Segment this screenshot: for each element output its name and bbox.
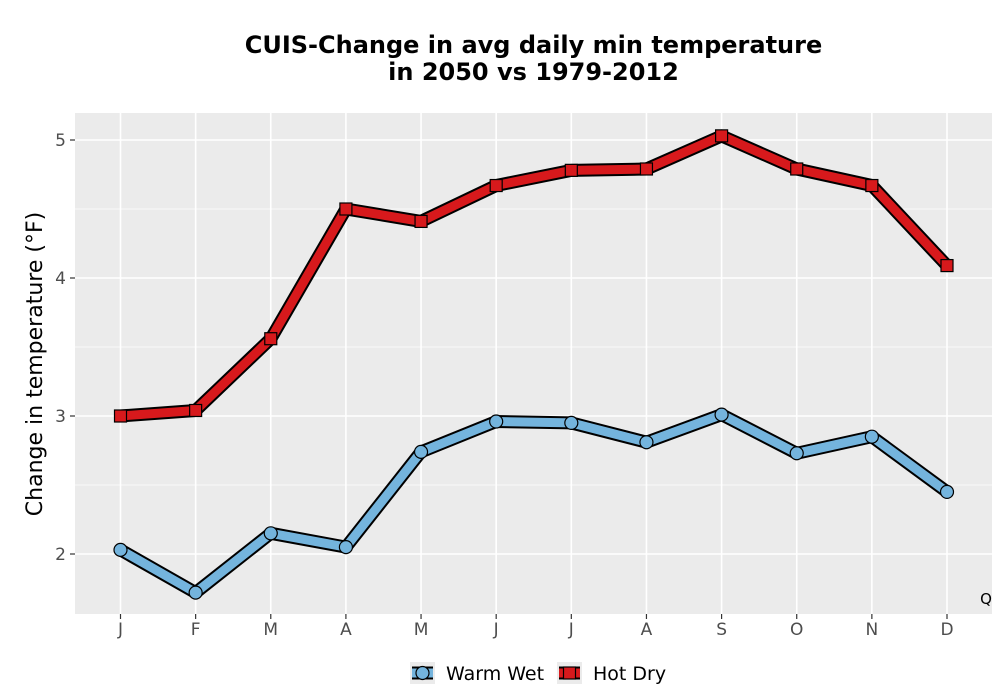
x-tick-label: F <box>191 620 201 640</box>
minor-gridlines <box>75 208 992 486</box>
hot-dry-point <box>264 332 278 346</box>
legend-label-warm-wet: Warm Wet <box>446 663 544 685</box>
axis-layer: 2 3 4 5 J F M A M J J A S O N D <box>55 131 953 640</box>
warm-wet-point <box>413 444 429 459</box>
hot-dry-point <box>113 409 128 423</box>
warm-wet-point <box>263 526 278 541</box>
hot-dry-point <box>414 214 428 229</box>
warm-wet-point <box>939 484 955 499</box>
chart-title-line2: in 2050 vs 1979-2012 <box>388 58 679 86</box>
hot-dry-point <box>189 403 203 418</box>
chart-title: CUIS-Change in avg daily min temperature… <box>75 32 992 86</box>
y-tick-label: 3 <box>55 407 66 427</box>
hot-dry-point <box>790 162 804 176</box>
legend-label-hot-dry: Hot Dry <box>593 663 666 685</box>
y-tick-label: 4 <box>55 269 66 289</box>
y-axis-label: Change in temperature (°F) <box>23 212 48 516</box>
warm-wet-point <box>489 414 504 429</box>
corner-mark: Q <box>980 590 992 608</box>
plot-panel <box>75 113 992 614</box>
y-tick-label: 5 <box>55 131 66 151</box>
hot-dry-line <box>116 131 952 421</box>
x-tick-label: J <box>493 620 499 640</box>
hot-dry-point <box>940 258 954 273</box>
warm-wet-point <box>338 539 354 555</box>
x-tick-label: O <box>790 620 803 640</box>
warm-wet-point <box>188 585 203 600</box>
y-tick-label: 2 <box>55 545 66 565</box>
warm-wet-point <box>789 446 804 461</box>
x-tick-label: J <box>117 620 123 640</box>
x-tick-label: M <box>263 620 278 640</box>
warm-wet-point <box>639 435 654 450</box>
hot-dry-point <box>865 178 879 193</box>
legend-key-marker <box>562 666 577 680</box>
legend: Warm Wet Hot Dry <box>410 662 666 685</box>
x-tick-label: D <box>940 620 953 640</box>
warm-wet-line <box>116 410 952 598</box>
x-tick-label: M <box>414 620 429 640</box>
series-layer <box>113 129 955 600</box>
hot-dry-point <box>639 162 654 176</box>
x-tick-label: A <box>641 620 653 640</box>
x-tick-label: A <box>340 620 352 640</box>
warm-wet-point <box>714 407 729 422</box>
hot-dry-point <box>714 129 729 143</box>
x-tick-label: S <box>716 620 727 640</box>
warm-wet-point <box>113 542 128 557</box>
legend-key-marker <box>415 665 430 681</box>
x-tick-label: N <box>866 620 879 640</box>
hot-dry-point <box>339 202 353 216</box>
hot-dry-point <box>564 163 578 177</box>
x-tick-label: J <box>568 620 574 640</box>
chart-title-line1: CUIS-Change in avg daily min temperature <box>244 31 823 59</box>
warm-wet-point <box>564 415 579 430</box>
hot-dry-point <box>489 178 503 193</box>
warm-wet-point <box>864 429 879 444</box>
